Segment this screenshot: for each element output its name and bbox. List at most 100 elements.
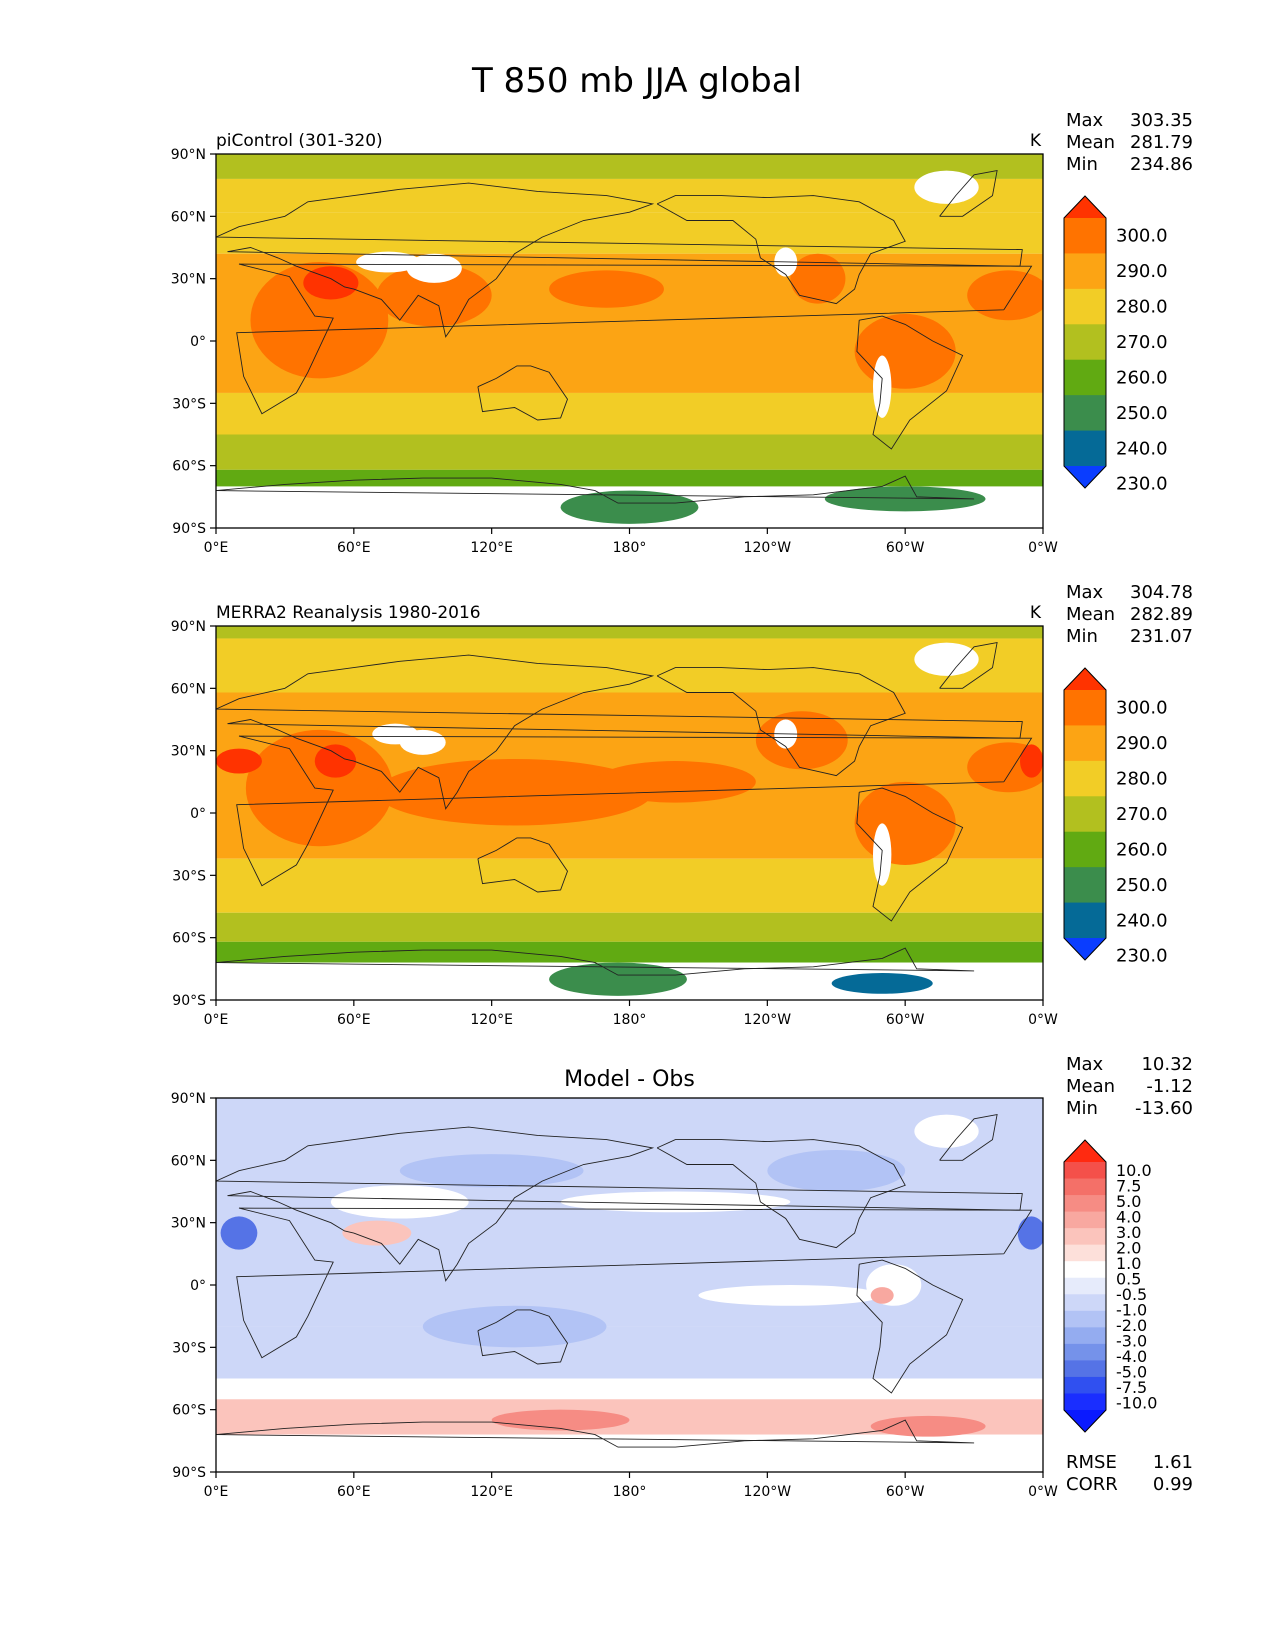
stat-value: 281.79 xyxy=(1130,132,1193,153)
field-region xyxy=(1020,744,1043,778)
lon-tick-label: 60°W xyxy=(886,540,925,556)
map-field-test xyxy=(216,154,1043,528)
lat-tick-label: 90°N xyxy=(171,147,206,163)
lat-tick-label: 30°S xyxy=(172,396,206,412)
lat-tick-label: 60°N xyxy=(171,1153,206,1169)
coastline xyxy=(216,182,1023,338)
colorbar-segment xyxy=(1064,1393,1106,1411)
stat-value: 304.78 xyxy=(1130,582,1193,603)
colorbar-segment xyxy=(1064,395,1106,432)
coastline xyxy=(216,475,975,504)
colorbar-tick-label: -2.0 xyxy=(1116,1316,1147,1335)
stat-value: 303.35 xyxy=(1130,110,1193,131)
field-region xyxy=(314,744,357,778)
field-band xyxy=(216,858,1043,913)
colorbar-extend-bottom xyxy=(1064,938,1106,960)
field-region xyxy=(824,486,986,512)
panel-ref: 90°N 60°N 30°N 0° 30°S 60°S 90°S 0°E 60°E 120°E 18… xyxy=(171,582,1193,1028)
colorbar-extend-top xyxy=(1064,196,1106,218)
lon-tick-label: 180° xyxy=(613,1012,647,1028)
colorbar-segment xyxy=(1064,796,1106,833)
colorbar-tick-label: 240.0 xyxy=(1116,910,1168,931)
stat-name: Max xyxy=(1066,110,1104,131)
lon-tick-label: 0°E xyxy=(204,1012,229,1028)
stat-value: 231.07 xyxy=(1130,626,1193,647)
field-region xyxy=(914,1114,979,1148)
coastline xyxy=(939,170,998,217)
colorbar-tick-label: -1.0 xyxy=(1116,1300,1147,1319)
colorbar-tick-label: 260.0 xyxy=(1116,839,1168,860)
coastline xyxy=(939,1114,998,1161)
colorbar-segment xyxy=(1064,902,1106,939)
lat-tick-label: 0° xyxy=(190,1278,206,1294)
colorbar-segment xyxy=(1064,430,1106,467)
coastline xyxy=(236,735,1033,887)
colorbar-tick-label: -10.0 xyxy=(1116,1393,1157,1412)
coastlines xyxy=(216,170,1033,504)
field-region xyxy=(549,270,664,308)
colorbar-outline xyxy=(1063,195,1107,489)
lat-tick-label: 30°S xyxy=(172,1340,206,1356)
field-region xyxy=(873,355,892,418)
colorbar-tick-label: 250.0 xyxy=(1116,403,1168,424)
coastline xyxy=(236,1207,1033,1359)
field-region xyxy=(767,1149,906,1192)
colorbar-segment xyxy=(1064,1343,1106,1361)
lon-tick-label: 60°E xyxy=(337,1012,371,1028)
lat-tick-label: 60°S xyxy=(172,1403,206,1419)
stat-name: Min xyxy=(1066,626,1098,647)
panel-title: Model - Obs xyxy=(564,1067,695,1092)
colorbar-outline xyxy=(1063,667,1107,961)
coastline xyxy=(856,315,964,450)
field-region xyxy=(698,1285,883,1306)
lat-tick-label: 30°N xyxy=(171,1216,206,1232)
field-region xyxy=(854,313,956,389)
colorbar-tick-label: 290.0 xyxy=(1116,733,1168,754)
colorbar-tick-label: -0.5 xyxy=(1116,1285,1147,1304)
colorbar-tick-label: 290.0 xyxy=(1116,261,1168,282)
field-band xyxy=(216,941,1043,963)
colorbar-tick-label: 0.5 xyxy=(1116,1269,1141,1288)
field-region xyxy=(399,729,446,755)
lon-tick-label: 120°E xyxy=(470,540,513,556)
panel-test: 90°N 60°N 30°N 0° 30°S 60°S 90°S 0°E 60°E 120°E 18… xyxy=(171,110,1193,556)
lat-tick-label: 90°N xyxy=(171,1091,206,1107)
coastline xyxy=(477,365,569,421)
colorbar-segment xyxy=(1064,867,1106,904)
field-region xyxy=(330,1185,469,1219)
field-region xyxy=(245,729,393,847)
lat-tick-label: 90°S xyxy=(172,993,206,1009)
stat-name: Max xyxy=(1066,1054,1104,1075)
metric-value: 0.99 xyxy=(1153,1474,1193,1495)
stat-value: 234.86 xyxy=(1130,154,1193,175)
coastline xyxy=(216,1419,975,1448)
coastlines xyxy=(216,642,1033,976)
stat-value: -13.60 xyxy=(1135,1098,1193,1119)
coastline xyxy=(856,1259,964,1394)
field-region xyxy=(870,1287,894,1304)
colorbar-tick-label: 2.0 xyxy=(1116,1238,1141,1257)
coastline xyxy=(216,1126,1023,1282)
colorbar-extend-top xyxy=(1064,668,1106,690)
colorbar-tick-label: 240.0 xyxy=(1116,438,1168,459)
lon-tick-label: 120°E xyxy=(470,1012,513,1028)
coastline xyxy=(477,837,569,893)
colorbar-segment xyxy=(1064,1360,1106,1378)
field-region xyxy=(967,270,1043,321)
colorbar-tick-label: 3.0 xyxy=(1116,1223,1141,1242)
coastline xyxy=(216,654,1023,810)
colorbar-segment xyxy=(1064,1244,1106,1262)
colorbar-tick-label: 300.0 xyxy=(1116,226,1168,247)
colorbar-tick-label: 270.0 xyxy=(1116,804,1168,825)
colorbar: 300.0 290.0 280.0 270.0 260.0 250.0 240.0 230.0 xyxy=(1063,667,1168,967)
lat-tick-label: 30°N xyxy=(171,744,206,760)
field-region xyxy=(549,962,687,996)
map-field-diff xyxy=(216,1098,1043,1472)
lat-tick-label: 0° xyxy=(190,334,206,350)
field-region xyxy=(831,972,933,994)
lon-tick-label: 60°W xyxy=(886,1012,925,1028)
lon-tick-label: 180° xyxy=(613,540,647,556)
units-label: K xyxy=(1030,131,1042,151)
lat-tick-label: 90°N xyxy=(171,619,206,635)
lon-tick-label: 0°W xyxy=(1028,1484,1058,1500)
